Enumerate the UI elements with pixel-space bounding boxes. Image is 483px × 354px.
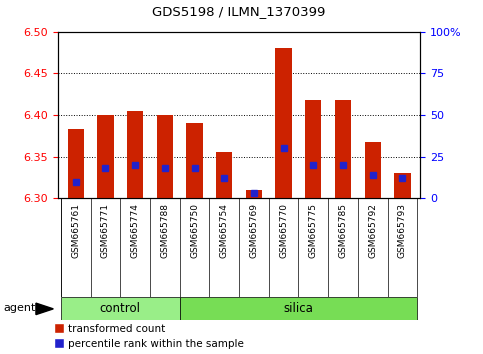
Bar: [156, 115, 173, 198]
Text: GSM665792: GSM665792: [368, 203, 377, 258]
Text: GSM665750: GSM665750: [190, 203, 199, 258]
Text: GSM665793: GSM665793: [398, 203, 407, 258]
Bar: [275, 48, 292, 198]
Bar: [186, 123, 203, 198]
Bar: [394, 173, 411, 198]
Bar: [216, 153, 232, 198]
Bar: [97, 115, 114, 198]
Text: silica: silica: [284, 302, 313, 315]
Text: GSM665769: GSM665769: [249, 203, 258, 258]
Text: GSM665788: GSM665788: [160, 203, 170, 258]
Text: GSM665761: GSM665761: [71, 203, 80, 258]
Text: agent: agent: [3, 303, 35, 313]
Text: GSM665770: GSM665770: [279, 203, 288, 258]
Bar: [335, 100, 351, 198]
Bar: [246, 190, 262, 198]
Bar: [127, 111, 143, 198]
Text: GSM665754: GSM665754: [220, 203, 229, 258]
Bar: [61, 297, 180, 320]
Bar: [305, 100, 322, 198]
Text: GSM665785: GSM665785: [339, 203, 347, 258]
Text: control: control: [100, 302, 141, 315]
Text: GSM665775: GSM665775: [309, 203, 318, 258]
Bar: [180, 297, 417, 320]
Text: GDS5198 / ILMN_1370399: GDS5198 / ILMN_1370399: [153, 5, 326, 18]
Bar: [68, 129, 84, 198]
Polygon shape: [36, 303, 53, 315]
Text: GSM665774: GSM665774: [131, 203, 140, 258]
Text: GSM665771: GSM665771: [101, 203, 110, 258]
Bar: [365, 142, 381, 198]
Legend: transformed count, percentile rank within the sample: transformed count, percentile rank withi…: [54, 324, 244, 349]
